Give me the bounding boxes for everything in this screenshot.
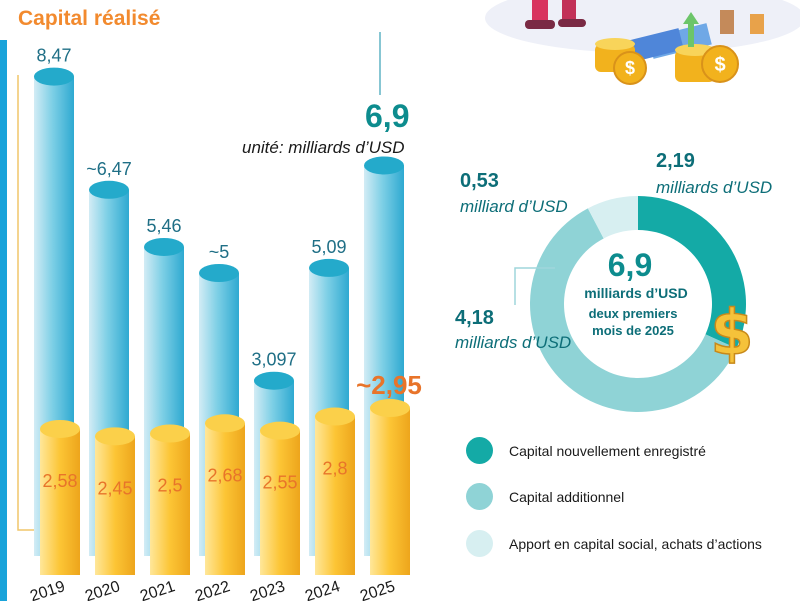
unit-label: unité: milliards d’USD [242, 138, 405, 157]
value-label-realized-2020: 2,45 [97, 478, 132, 498]
chart-title: Capital réalisé [18, 7, 161, 30]
legend-swatch-new [466, 437, 493, 464]
donut-center-note: deux premiers mois de 2025 [588, 306, 678, 338]
donut-slice-1 [529, 208, 737, 412]
bar-realized-top-2024 [315, 407, 355, 426]
donut-slice-2 [587, 196, 638, 239]
donut-slice-0 [638, 196, 746, 349]
bar-total-top-2019 [34, 67, 74, 86]
bar-total-2025: 6,9 [365, 98, 410, 134]
legend-item-equity: Apport en capital social, achats d’actio… [466, 530, 762, 557]
svg-text:$: $ [625, 58, 635, 78]
bar-total-top-2023 [254, 371, 294, 390]
bar-realized-2019 [40, 428, 80, 575]
value-label-total-2019: 8,47 [36, 46, 71, 66]
value-label-total-2021: 5,46 [146, 216, 181, 236]
legend-item-new: Capital nouvellement enregistré [466, 437, 706, 464]
value-label-total-2023: 3,097 [251, 350, 296, 370]
bar-total-top-2021 [144, 237, 184, 256]
dollar-coin-icon: $ [710, 296, 755, 368]
bar-realized-2023 [260, 430, 300, 575]
legend-swatch-additional [466, 483, 493, 510]
bar-realized-top-2020 [95, 427, 135, 446]
left-border-strip [0, 40, 7, 601]
donut-label-equity-value: 0,53 [460, 170, 499, 192]
bar-realized-2024 [315, 416, 355, 575]
bracket-line [17, 75, 40, 531]
value-label-realized-2022: 2,68 [207, 465, 242, 485]
value-label-realized-2021: 2,5 [157, 476, 182, 496]
dollar-coin-stack-illustration: $ $ [485, 0, 800, 85]
legend-label-additional: Capital additionnel [509, 488, 625, 505]
value-label-total-2024: 5,09 [311, 237, 346, 257]
bar-realized-2020 [95, 436, 135, 575]
svg-text:$: $ [710, 296, 753, 368]
legend-swatch-equity [466, 530, 493, 557]
value-label-realized-2019: 2,58 [42, 471, 77, 491]
bar-realized-2022 [205, 423, 245, 575]
bar-total-top-2022 [199, 264, 239, 282]
bar-total-top-2024 [309, 258, 349, 277]
leader-line-additional [514, 267, 555, 305]
bar-realized-top-2021 [150, 424, 190, 443]
value-label-total-2020: ~6,47 [86, 159, 132, 179]
bar-total-top-2025 [364, 156, 404, 175]
legend-label-equity: Apport en capital social, achats d’actio… [509, 535, 762, 552]
bar-realized-top-2025 [370, 399, 410, 418]
value-label-total-2022: ~5 [209, 242, 230, 262]
donut-center-value: 6,9 [607, 247, 653, 283]
svg-text:$: $ [714, 54, 725, 76]
bar-realized-2025 [370, 408, 410, 575]
bar-realized-top-2023 [260, 421, 300, 440]
legend-item-additional: Capital additionnel [466, 483, 624, 510]
donut-label-new-unit: milliards d’USD [656, 178, 773, 197]
donut-label-additional-value: 4,18 [455, 307, 494, 329]
value-label-realized-2025: ~2,95 [356, 370, 422, 400]
value-label-realized-2024: 2,8 [322, 459, 347, 479]
donut-center-unit: milliards d’USD [584, 285, 688, 301]
bar-total-top-2020 [89, 180, 129, 199]
value-label-realized-2023: 2,55 [262, 473, 297, 493]
bar-realized-top-2019 [40, 419, 80, 438]
donut-label-new-value: 2,19 [656, 150, 695, 172]
bar-realized-2021 [150, 433, 190, 575]
donut-label-additional-unit: milliards d’USD [455, 333, 572, 352]
legend-label-new: Capital nouvellement enregistré [509, 442, 706, 459]
bar-realized-top-2022 [205, 414, 245, 433]
donut-label-equity-unit: milliard d’USD [460, 197, 568, 216]
